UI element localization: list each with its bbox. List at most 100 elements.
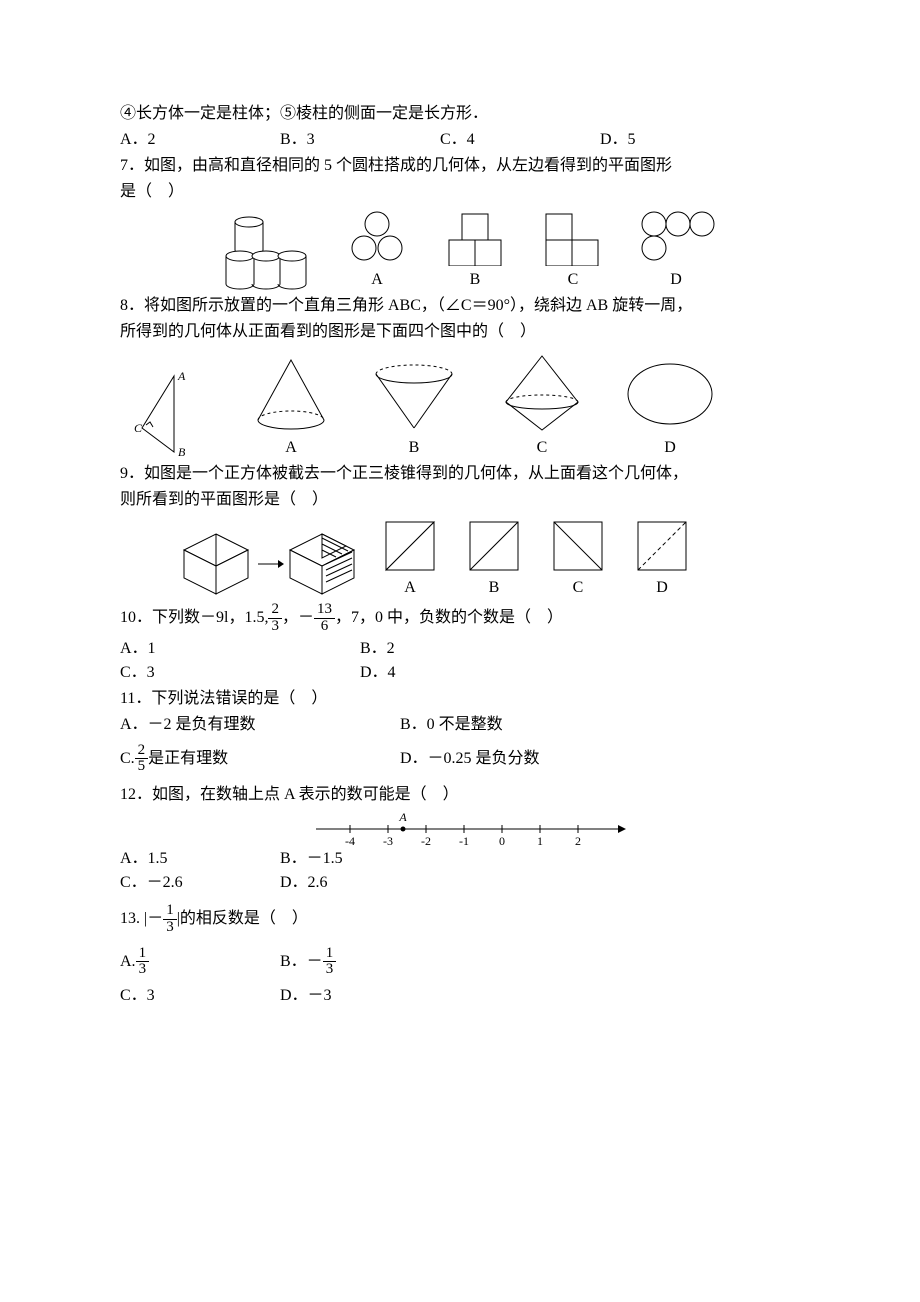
q7-opt-c-figure: C <box>538 210 608 292</box>
q11-c-prefix: C. <box>120 749 135 766</box>
vertex-a-label: A <box>177 369 186 383</box>
q12-row2: C．－2.6 D．2.6 <box>120 871 800 895</box>
q10-stem: 10．下列数－9l，1.5,23，－136，7，0 中，负数的个数是（ ） <box>120 602 800 635</box>
q12-opt-d: D．2.6 <box>280 871 440 895</box>
q10-suffix: ，7，0 中，负数的个数是（ ） <box>335 609 563 626</box>
q8-opt-a-figure: A <box>246 354 336 460</box>
svg-text:1: 1 <box>537 834 543 847</box>
q11-row2: C.25是正有理数 D．－0.25 是负分数 <box>120 743 800 776</box>
q11-c-suffix: 是正有理数 <box>148 749 228 766</box>
q11-opt-a: A．－2 是负有理数 <box>120 713 400 737</box>
ellipse-icon <box>620 354 720 434</box>
q13-suffix: |的相反数是（ ） <box>177 910 308 927</box>
frac-1-3-stem: 13 <box>163 903 177 936</box>
bicone-c-icon <box>492 350 592 434</box>
q7-label-a: A <box>371 268 383 292</box>
q8-opt-c-figure: C <box>492 350 592 460</box>
squares-b-icon <box>440 210 510 266</box>
q10-opts-row2: C．3 D．4 <box>120 661 800 685</box>
q10-opt-a: A．1 <box>120 637 360 661</box>
q7-line2: 是（ ） <box>120 180 800 204</box>
q12-opt-c: C．－2.6 <box>120 871 280 895</box>
circles-a-icon <box>342 210 412 266</box>
q7-figures: A B C <box>200 210 800 292</box>
q6-opt-a: A．2 <box>120 128 280 152</box>
q10-prefix: 10．下列数－9l，1.5, <box>120 609 268 626</box>
q9-opt-b-figure: B <box>466 518 522 600</box>
q12-stem: 12．如图，在数轴上点 A 表示的数可能是（ ） <box>120 783 800 807</box>
q9-figures: A B C D <box>180 518 800 600</box>
q9-line2: 则所看到的平面图形是（ ） <box>120 488 800 512</box>
cylinders-icon <box>214 212 314 292</box>
circles-d-icon <box>636 210 716 266</box>
square-c-icon <box>550 518 606 574</box>
q9-opt-a-figure: A <box>382 518 438 600</box>
svg-text:-3: -3 <box>383 834 393 847</box>
q6-options: A．2 B．3 C．4 D．5 <box>120 128 800 152</box>
q13-opt-b: B．－13 <box>280 946 440 979</box>
q11-opt-c: C.25是正有理数 <box>120 743 400 776</box>
q13-b-prefix: B．－ <box>280 952 323 969</box>
frac-13-6: 136 <box>314 602 335 635</box>
square-a-icon <box>382 518 438 574</box>
frac-2-3: 23 <box>268 602 282 635</box>
svg-text:-4: -4 <box>345 834 355 847</box>
q9-label-d: D <box>656 576 668 600</box>
q10-opt-c: C．3 <box>120 661 360 685</box>
right-triangle-icon: A B C <box>134 368 204 460</box>
q11-stem: 11．下列说法错误的是（ ） <box>120 687 800 711</box>
q12-opt-b: B．－1.5 <box>280 847 440 871</box>
q7-stem-figure <box>214 212 314 292</box>
q7-label-c: C <box>568 268 579 292</box>
q7-label-d: D <box>670 268 682 292</box>
q7-opt-b-figure: B <box>440 210 510 292</box>
q9-label-b: B <box>489 576 500 600</box>
svg-text:2: 2 <box>575 834 581 847</box>
q8-line1: 8．将如图所示放置的一个直角三角形 ABC，（∠C＝90°），绕斜边 AB 旋转… <box>120 294 800 318</box>
q8-label-c: C <box>537 436 548 460</box>
q12-numberline: -4 -3 -2 -1 0 1 2 A <box>310 809 800 847</box>
q13-a-prefix: A. <box>120 952 136 969</box>
q9-label-a: A <box>404 576 416 600</box>
number-line-icon: -4 -3 -2 -1 0 1 2 A <box>310 809 630 847</box>
svg-text:-2: -2 <box>421 834 431 847</box>
q12-opt-a: A．1.5 <box>120 847 280 871</box>
q10-opt-b: B．2 <box>360 637 600 661</box>
frac-1-3-a: 13 <box>136 946 150 979</box>
q6-opt-b: B．3 <box>280 128 440 152</box>
q8-figures: A B C A B <box>120 350 800 460</box>
cut-cube-icon <box>286 528 362 600</box>
q10-mid: ，－ <box>282 609 314 626</box>
q6-opt-d: D．5 <box>600 128 760 152</box>
q7-label-b: B <box>470 268 481 292</box>
svg-text:-1: -1 <box>459 834 469 847</box>
q12-row1: A．1.5 B．－1.5 <box>120 847 800 871</box>
q9-opt-c-figure: C <box>550 518 606 600</box>
q13-stem: 13. |－13|的相反数是（ ） <box>120 903 800 936</box>
q8-opt-d-figure: D <box>620 354 720 460</box>
q13-opt-d: D．－3 <box>280 984 440 1008</box>
q11-opt-b: B．0 不是整数 <box>400 713 503 737</box>
cone-icon <box>246 354 336 434</box>
q8-line2: 所得到的几何体从正面看到的图形是下面四个图中的（ ） <box>120 320 800 344</box>
q9-label-c: C <box>573 576 584 600</box>
frac-1-3-b: 13 <box>323 946 337 979</box>
vertex-b-label: B <box>178 445 186 459</box>
q13-prefix: 13. |－ <box>120 910 163 927</box>
cube-icon <box>180 528 256 600</box>
q13-opt-c: C．3 <box>120 984 280 1008</box>
q8-opt-b-figure: B <box>364 354 464 460</box>
svg-text:A: A <box>398 810 407 824</box>
q10-opts-row1: A．1 B．2 <box>120 637 800 661</box>
q13-opt-a: A.13 <box>120 946 280 979</box>
page-content: ④长方体一定是柱体；⑤棱柱的侧面一定是长方形． A．2 B．3 C．4 D．5 … <box>0 0 920 1068</box>
q13-row1: A.13 B．－13 <box>120 946 800 979</box>
q9-line1: 9．如图是一个正方体被截去一个正三棱锥得到的几何体，从上面看这个几何体， <box>120 462 800 486</box>
q11-row1: A．－2 是负有理数 B．0 不是整数 <box>120 713 800 737</box>
q7-opt-d-figure: D <box>636 210 716 292</box>
q7-opt-a-figure: A <box>342 210 412 292</box>
q9-opt-d-figure: D <box>634 518 690 600</box>
q11-opt-d: D．－0.25 是负分数 <box>400 747 540 771</box>
q8-label-b: B <box>409 436 420 460</box>
frac-2-5: 25 <box>135 743 149 776</box>
